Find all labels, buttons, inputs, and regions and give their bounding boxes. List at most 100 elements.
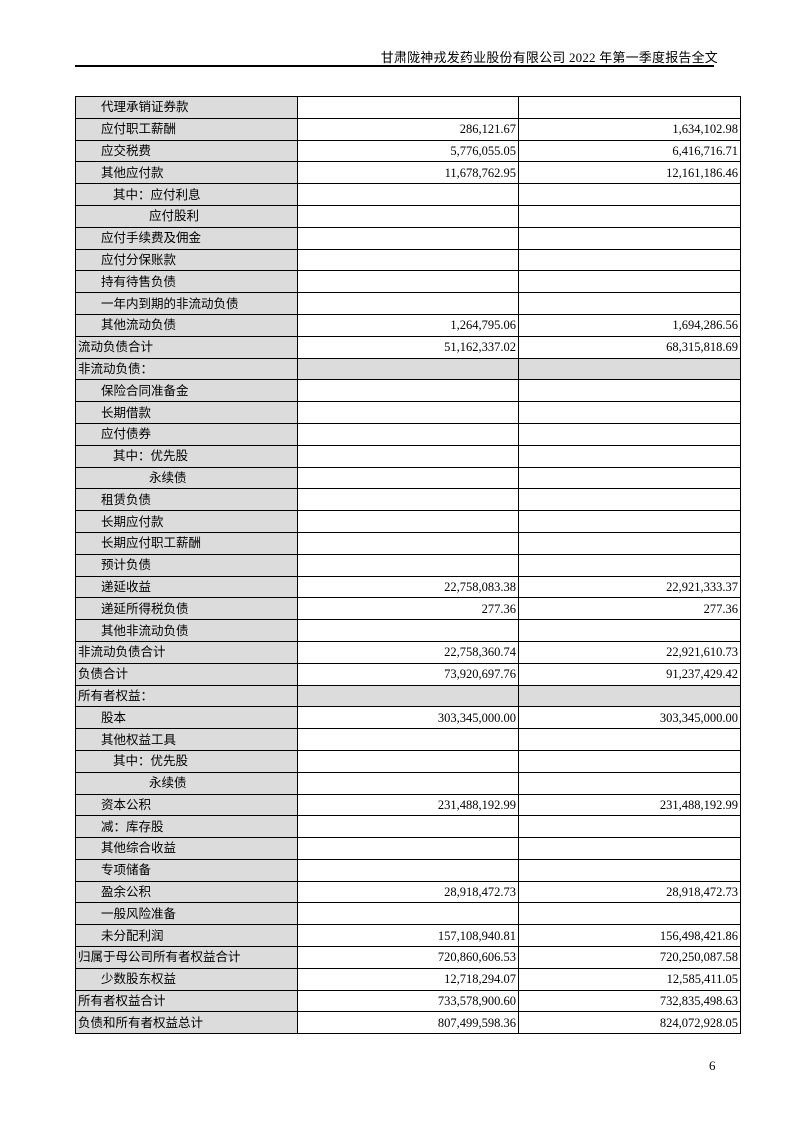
row-label: 持有待售负债 — [75, 270, 298, 294]
row-label: 代理承销证券款 — [75, 96, 298, 119]
prior-year-end-value: 720,250,087.58 — [518, 946, 741, 969]
prior-year-end-value — [518, 684, 741, 708]
prior-year-end-value: 12,161,186.46 — [518, 161, 741, 185]
period-end-value: 12,718,294.07 — [297, 967, 519, 991]
table-row: 专项储备 — [75, 858, 741, 882]
period-end-value — [297, 96, 519, 119]
period-end-value — [297, 204, 519, 228]
table-row: 股本 303,345,000.00 303,345,000.00 — [75, 706, 741, 730]
section-header-row: 所有者权益： — [75, 684, 741, 708]
row-label: 其他权益工具 — [75, 728, 298, 751]
row-label: 长期应付款 — [75, 510, 298, 533]
table-row: 归属于母公司所有者权益合计 720,860,606.53 720,250,087.5… — [75, 946, 741, 969]
period-end-value — [297, 357, 519, 381]
prior-year-end-value — [518, 771, 741, 795]
period-end-value: 73,920,697.76 — [297, 662, 519, 686]
prior-year-end-value: 303,345,000.00 — [518, 706, 741, 730]
period-end-value — [297, 531, 519, 555]
row-label: 减：库存股 — [75, 815, 298, 839]
row-label: 应付债券 — [75, 422, 298, 446]
row-label: 预计负债 — [75, 553, 298, 577]
table-row: 其中：应付利息 — [75, 183, 741, 206]
prior-year-end-value — [518, 204, 741, 228]
prior-year-end-value: 22,921,610.73 — [518, 640, 741, 664]
period-end-value — [297, 270, 519, 294]
prior-year-end-value — [518, 270, 741, 294]
period-end-value: 11,678,762.95 — [297, 161, 519, 185]
row-label: 其他应付款 — [75, 161, 298, 185]
table-row: 预计负债 — [75, 553, 741, 577]
table-row: 少数股东权益 12,718,294.07 12,585,411.05 — [75, 967, 741, 991]
table-row: 长期借款 — [75, 401, 741, 424]
table-row: 负债合计 73,920,697.76 91,237,429.42 — [75, 662, 741, 686]
period-end-value: 5,776,055.05 — [297, 139, 519, 163]
prior-year-end-value — [518, 858, 741, 882]
prior-year-end-value — [518, 619, 741, 642]
period-end-value: 157,108,940.81 — [297, 924, 519, 948]
prior-year-end-value — [518, 444, 741, 468]
row-label: 其他流动负债 — [75, 313, 298, 337]
period-end-value — [297, 771, 519, 795]
period-end-value — [297, 248, 519, 272]
document-header-title: 甘肃陇神戎发药业股份有限公司 2022 年第一季度报告全文 — [380, 50, 718, 65]
prior-year-end-value: 732,835,498.63 — [518, 989, 741, 1013]
header-divider — [75, 65, 714, 67]
table-row: 其他应付款 11,678,762.95 12,161,186.46 — [75, 161, 741, 185]
period-end-value — [297, 292, 519, 315]
prior-year-end-value: 231,488,192.99 — [518, 793, 741, 817]
prior-year-end-value — [518, 902, 741, 926]
period-end-value: 277.36 — [297, 597, 519, 621]
row-label: 其中：应付利息 — [75, 183, 298, 206]
table-row: 应付分保账款 — [75, 248, 741, 272]
row-label: 所有者权益合计 — [75, 989, 298, 1013]
prior-year-end-value — [518, 837, 741, 860]
period-end-value: 303,345,000.00 — [297, 706, 519, 730]
table-row: 应付股利 — [75, 204, 741, 228]
period-end-value — [297, 837, 519, 860]
row-label: 应付手续费及佣金 — [75, 226, 298, 250]
row-label: 应付职工薪酬 — [75, 117, 298, 141]
row-label: 股本 — [75, 706, 298, 730]
prior-year-end-value — [518, 510, 741, 533]
prior-year-end-value — [518, 96, 741, 119]
period-end-value — [297, 510, 519, 533]
table-row: 应交税费 5,776,055.05 6,416,716.71 — [75, 139, 741, 163]
prior-year-end-value — [518, 183, 741, 206]
table-row: 其他流动负债 1,264,795.06 1,694,286.56 — [75, 313, 741, 337]
prior-year-end-value: 1,694,286.56 — [518, 313, 741, 337]
prior-year-end-value: 277.36 — [518, 597, 741, 621]
period-end-value: 231,488,192.99 — [297, 793, 519, 817]
period-end-value — [297, 422, 519, 446]
period-end-value: 22,758,360.74 — [297, 640, 519, 664]
prior-year-end-value — [518, 248, 741, 272]
row-label: 应付股利 — [75, 204, 298, 228]
row-label: 负债和所有者权益总计 — [75, 1011, 298, 1035]
table-row: 减：库存股 — [75, 815, 741, 839]
table-row: 保险合同准备金 — [75, 379, 741, 403]
table-row: 未分配利润 157,108,940.81 156,498,421.86 — [75, 924, 741, 948]
row-label: 所有者权益： — [75, 684, 298, 708]
table-row: 一般风险准备 — [75, 902, 741, 926]
prior-year-end-value: 1,634,102.98 — [518, 117, 741, 141]
prior-year-end-value: 28,918,472.73 — [518, 880, 741, 904]
prior-year-end-value — [518, 531, 741, 555]
table-row: 所有者权益合计 733,578,900.60 732,835,498.63 — [75, 989, 741, 1013]
prior-year-end-value — [518, 401, 741, 424]
table-row: 流动负债合计 51,162,337.02 68,315,818.69 — [75, 335, 741, 359]
table-row: 租赁负债 — [75, 488, 741, 512]
prior-year-end-value: 91,237,429.42 — [518, 662, 741, 686]
table-row: 长期应付款 — [75, 510, 741, 533]
row-label: 应交税费 — [75, 139, 298, 163]
table-row: 资本公积 231,488,192.99 231,488,192.99 — [75, 793, 741, 817]
prior-year-end-value — [518, 466, 741, 490]
row-label: 资本公积 — [75, 793, 298, 817]
row-label: 应付分保账款 — [75, 248, 298, 272]
period-end-value: 733,578,900.60 — [297, 989, 519, 1013]
prior-year-end-value — [518, 422, 741, 446]
row-label: 长期借款 — [75, 401, 298, 424]
row-label: 保险合同准备金 — [75, 379, 298, 403]
table-row: 长期应付职工薪酬 — [75, 531, 741, 555]
prior-year-end-value — [518, 292, 741, 315]
prior-year-end-value: 6,416,716.71 — [518, 139, 741, 163]
row-label: 未分配利润 — [75, 924, 298, 948]
